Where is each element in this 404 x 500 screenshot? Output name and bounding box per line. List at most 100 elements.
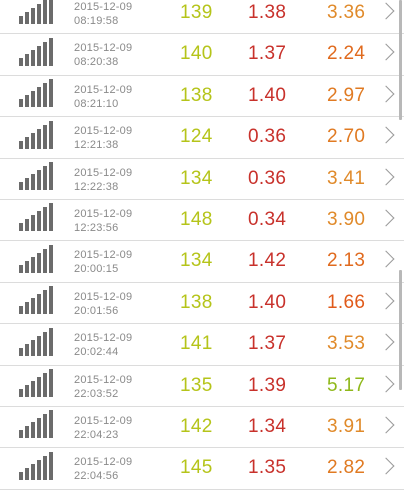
signal-bar xyxy=(43,331,47,356)
timestamp: 2015-12-09 12:23:56 xyxy=(74,207,132,235)
chevron-right-icon[interactable] xyxy=(377,2,395,20)
value-1: 145 xyxy=(180,457,213,479)
signal-bar xyxy=(37,252,41,273)
timestamp: 2015-12-09 08:20:38 xyxy=(74,41,132,69)
signal-bar xyxy=(49,161,53,190)
list-item[interactable]: 2015-12-09 08:20:38 140 1.37 2.24 xyxy=(0,34,404,76)
signal-bar xyxy=(43,290,47,315)
chevron-right-icon[interactable] xyxy=(377,168,395,186)
signal-bar xyxy=(37,87,41,108)
signal-bar xyxy=(31,256,35,273)
signal-bar xyxy=(19,223,23,232)
chevron-right-icon[interactable] xyxy=(377,375,395,393)
timestamp: 2015-12-09 20:02:44 xyxy=(74,331,132,359)
signal-bar xyxy=(49,368,53,397)
list-item[interactable]: 2015-12-09 22:04:23 142 1.34 3.91 xyxy=(0,406,404,449)
list-item[interactable]: 2015-12-09 12:22:38 134 0.36 3.41 xyxy=(0,158,404,200)
signal-bar xyxy=(31,49,35,66)
value-1: 124 xyxy=(180,126,213,148)
signal-bar xyxy=(37,376,41,397)
signal-bar xyxy=(31,463,35,480)
chevron-right-icon[interactable] xyxy=(377,43,395,61)
signal-bar xyxy=(25,177,29,190)
signal-bar xyxy=(43,124,47,149)
chevron-right-icon[interactable] xyxy=(377,457,395,475)
signal-bar xyxy=(31,215,35,232)
list-item[interactable]: 2015-12-09 22:03:52 135 1.39 5.17 xyxy=(0,365,404,407)
signal-bar xyxy=(49,37,53,66)
value-2: 0.34 xyxy=(248,208,287,230)
value-1: 134 xyxy=(180,167,213,189)
value-2: 1.40 xyxy=(248,84,287,106)
list-item[interactable]: 2015-12-09 20:00:15 134 1.42 2.13 xyxy=(0,241,404,283)
chevron-right-icon[interactable] xyxy=(377,126,395,144)
time-label: 20:00:15 xyxy=(74,263,119,276)
date-label: 2015-12-09 xyxy=(74,456,133,469)
list-item[interactable]: 2015-12-09 08:19:58 139 1.38 3.36 xyxy=(0,0,404,35)
chevron-right-icon[interactable] xyxy=(377,333,395,351)
value-1: 139 xyxy=(180,2,213,23)
signal-bar xyxy=(25,426,29,439)
timestamp: 2015-12-09 22:04:56 xyxy=(74,455,132,483)
signal-bar xyxy=(43,41,47,66)
signal-bars-icon xyxy=(19,244,55,273)
signal-bar xyxy=(25,136,29,149)
signal-bar xyxy=(37,418,41,439)
scrollbar-secondary[interactable] xyxy=(399,270,402,390)
signal-bar xyxy=(19,471,23,480)
value-1: 138 xyxy=(180,291,213,313)
value-3: 3.41 xyxy=(327,167,366,189)
signal-bar xyxy=(19,57,23,66)
signal-bars-icon xyxy=(19,37,55,66)
signal-bar xyxy=(25,260,29,273)
signal-bar xyxy=(19,140,23,149)
timestamp: 2015-12-09 08:19:58 xyxy=(74,0,132,28)
value-3: 2.97 xyxy=(327,84,366,106)
value-1: 138 xyxy=(180,84,213,106)
signal-bars-icon xyxy=(19,79,55,108)
list-item[interactable]: 2015-12-09 12:23:56 148 0.34 3.90 xyxy=(0,199,404,242)
signal-bar xyxy=(19,181,23,190)
signal-bar xyxy=(49,286,53,315)
timestamp: 2015-12-09 20:01:56 xyxy=(74,290,132,318)
value-2: 1.37 xyxy=(248,333,287,355)
value-3: 3.91 xyxy=(327,415,366,437)
signal-bars-icon xyxy=(19,451,55,480)
time-label: 22:04:56 xyxy=(74,470,119,483)
signal-bar xyxy=(19,388,23,397)
chevron-right-icon[interactable] xyxy=(377,85,395,103)
date-label: 2015-12-09 xyxy=(74,1,133,13)
signal-bar xyxy=(37,211,41,232)
list-item[interactable]: 2015-12-09 08:21:10 138 1.40 2.97 xyxy=(0,75,404,118)
list-item[interactable]: 2015-12-09 12:21:38 124 0.36 2.70 xyxy=(0,117,404,159)
list-item[interactable]: 2015-12-09 22:04:56 145 1.35 2.82 xyxy=(0,448,404,490)
value-3: 2.13 xyxy=(327,250,366,272)
chevron-right-icon[interactable] xyxy=(377,250,395,268)
signal-bars-icon xyxy=(19,368,55,397)
list-item[interactable]: 2015-12-09 20:02:44 141 1.37 3.53 xyxy=(0,324,404,366)
time-label: 20:01:56 xyxy=(74,304,119,317)
value-3: 3.53 xyxy=(327,333,366,355)
value-1: 141 xyxy=(180,333,213,355)
signal-bar xyxy=(31,173,35,190)
signal-bar xyxy=(37,169,41,190)
date-label: 2015-12-09 xyxy=(74,414,133,427)
chevron-right-icon[interactable] xyxy=(377,292,395,310)
value-2: 0.36 xyxy=(248,167,287,189)
date-label: 2015-12-09 xyxy=(74,249,133,262)
signal-bars-icon xyxy=(19,203,55,232)
date-label: 2015-12-09 xyxy=(74,207,133,220)
signal-bar xyxy=(25,343,29,356)
signal-bars-icon xyxy=(19,120,55,149)
scrollbar[interactable] xyxy=(399,0,402,120)
time-label: 08:21:10 xyxy=(74,97,119,110)
chevron-right-icon[interactable] xyxy=(377,416,395,434)
time-label: 08:20:38 xyxy=(74,56,119,69)
signal-bar xyxy=(31,339,35,356)
list-item[interactable]: 2015-12-09 20:01:56 138 1.40 1.66 xyxy=(0,282,404,325)
signal-bar xyxy=(25,384,29,397)
time-label: 08:19:58 xyxy=(74,15,119,27)
chevron-right-icon[interactable] xyxy=(377,209,395,227)
value-1: 148 xyxy=(180,208,213,230)
